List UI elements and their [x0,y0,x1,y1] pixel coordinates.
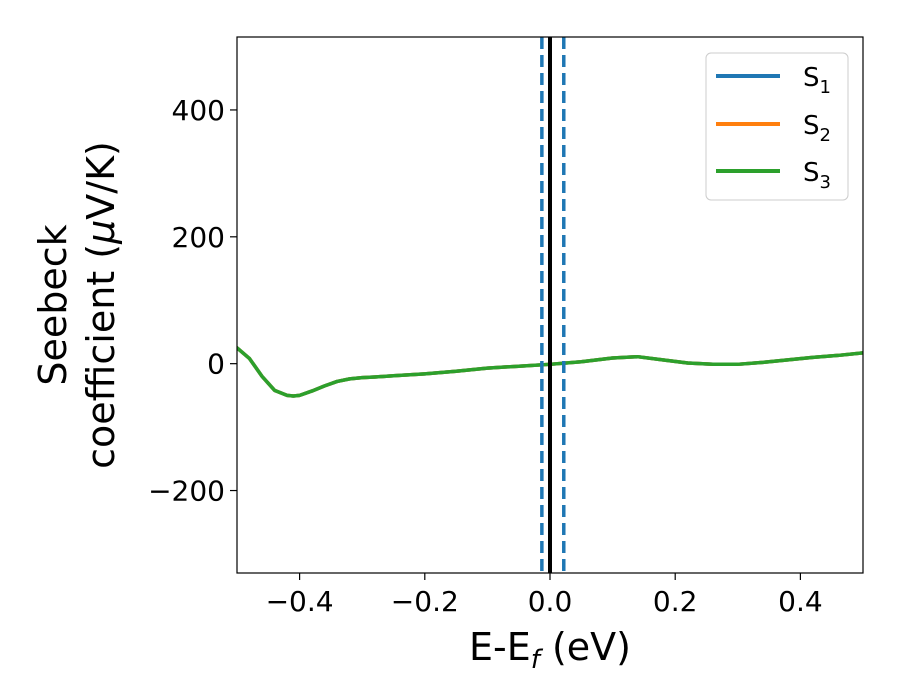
x-axis-title: E-Ef (eV) [469,625,631,675]
legend-item-s2: S2 [716,111,831,146]
y-axis-title-prefix: coefficient ( [79,244,123,469]
x-tick-label: 0.4 [778,585,823,618]
x-tick-label: 0.2 [653,585,698,618]
series-line-s3 [237,346,863,398]
x-axis-title-main: E-E [469,625,531,669]
legend-item-s1: S1 [716,63,831,98]
y-tick-label: 200 [172,221,225,254]
x-tick-label: −0.4 [266,585,334,618]
x-axis-title-unit: (eV) [540,625,631,669]
legend-item-s3: S3 [716,158,831,193]
x-axis: −0.4 −0.2 0.0 0.2 0.4 [266,573,823,618]
y-axis-title-line2: coefficient (μV/K) [79,141,123,469]
x-tick-label: −0.2 [391,585,459,618]
legend-label-s3: S3 [803,158,831,193]
legend-label-s1: S1 [803,63,831,98]
legend: S1 S2 S3 [705,52,849,201]
y-axis: −200 0 200 400 [148,94,237,508]
y-tick-label: 0 [207,348,225,381]
plot-area [237,37,863,573]
legend-label-s2: S2 [803,111,831,146]
legend-box [705,52,849,201]
y-axis-title-suffix: V/K) [79,141,123,220]
y-axis-title-line1: Seebeck [31,224,75,385]
y-tick-label: −200 [148,475,225,508]
x-tick-label: 0.0 [528,585,573,618]
y-axis-title-mu: μ [79,220,123,245]
y-tick-label: 400 [172,94,225,127]
